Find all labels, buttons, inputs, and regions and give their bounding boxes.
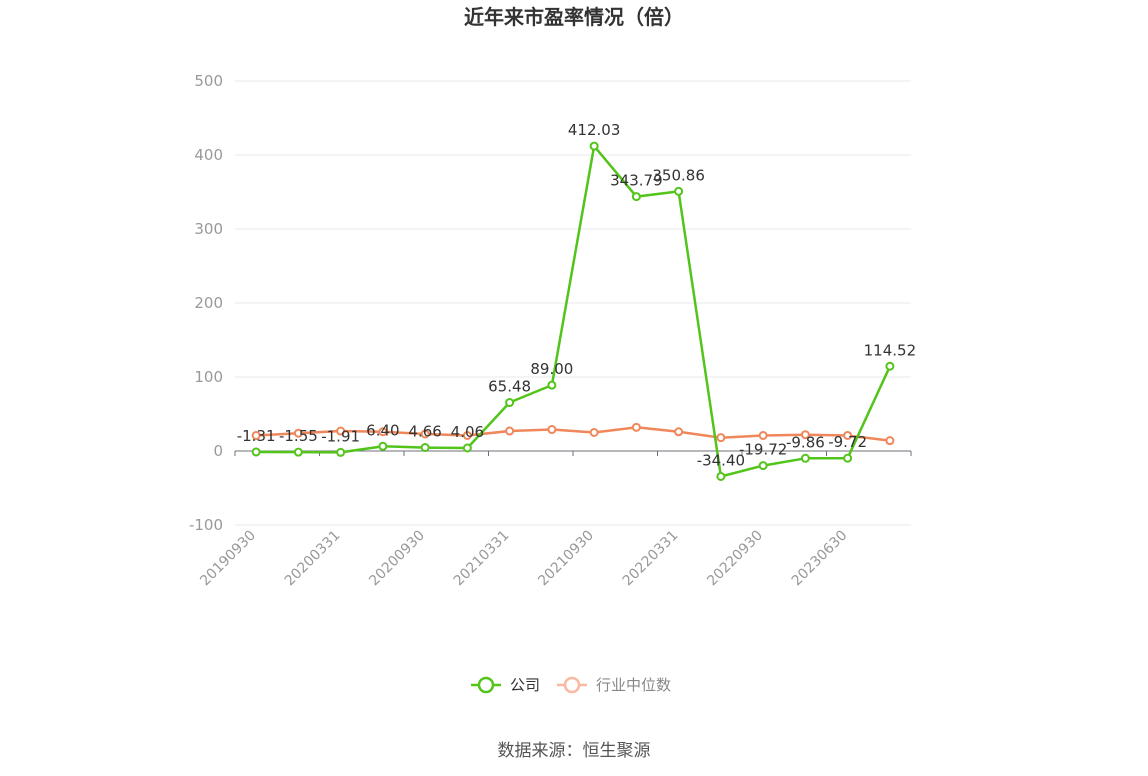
data-label: 4.66 [408,423,441,441]
data-point [843,430,853,440]
x-axis: 20190930 20200331 20200930 20210331 20210930… [197,451,912,590]
data-point [631,422,641,432]
data-label: -19.72 [739,441,787,459]
legend-marker [477,676,495,694]
data-point [505,398,515,408]
data-label: -34.40 [697,451,745,469]
x-tick-label: 20220930 [704,528,766,590]
data-point [631,192,641,202]
data-point [589,428,599,437]
data-point [251,430,261,440]
data-point [885,436,895,446]
data-point [378,427,388,437]
y-axis-ticks: 500 400 300 200 100 0 -100 [189,72,223,534]
legend-item[interactable]: 公司 [471,676,540,694]
data-point [674,186,684,196]
data-label: 343.79 [610,172,663,190]
data-point [800,430,810,440]
data-point [251,447,261,457]
series-line [256,426,891,442]
x-tick-label: 20200930 [366,528,428,590]
data-point [800,453,810,463]
data-point [716,471,726,481]
x-tick-label: 20230630 [789,528,851,590]
chart-title: 近年来市盈率情况（倍） [464,5,684,29]
legend-label: 公司 [510,676,540,694]
series-line [256,144,892,478]
data-point [843,453,853,463]
data-label: -1.91 [321,427,360,445]
legend[interactable]: 公司 行业中位数 [471,676,671,694]
data-label: 65.48 [488,378,531,396]
data-label: 350.86 [652,166,705,184]
legend-item[interactable]: 行业中位数 [557,676,671,694]
data-label: -9.72 [828,433,867,451]
data-label: -9.86 [786,433,825,451]
x-tick-label: 20210930 [535,528,597,590]
data-point [674,427,684,437]
data-point [589,141,599,151]
data-point [293,428,303,438]
x-tick-label: 20190930 [197,528,259,590]
data-point [547,425,557,435]
data-point [885,361,895,371]
data-point [336,447,346,457]
data-source: 数据来源：恒生聚源 [498,741,651,761]
data-label: 412.03 [568,121,621,139]
series-layer [251,141,895,481]
data-label: -1.31 [237,427,276,445]
legend-label: 行业中位数 [596,676,671,694]
data-label: 6.40 [366,421,399,439]
data-point [420,429,430,439]
x-tick-label: 20210331 [451,528,513,590]
y-tick-label: 0 [213,442,223,460]
data-label: 4.06 [451,423,484,441]
data-point [716,433,726,443]
data-label: -1.55 [279,427,318,445]
data-point [336,426,346,436]
data-point [547,380,557,390]
data-point [420,443,430,453]
y-tick-label: 300 [194,220,223,238]
y-tick-label: 200 [194,294,223,312]
data-label: 114.52 [864,341,917,359]
y-tick-label: 400 [194,146,223,164]
data-point [758,430,768,440]
data-point [462,430,472,440]
y-tick-label: 500 [194,72,223,90]
data-point [462,443,472,453]
x-tick-label: 20220331 [620,528,682,590]
data-label: 89.00 [530,360,573,378]
y-tick-label: -100 [189,516,223,534]
data-point [378,441,388,451]
legend-marker [563,676,581,694]
data-point [505,426,515,436]
data-point [293,447,303,457]
x-tick-label: 20200331 [282,528,344,590]
data-point [758,461,768,471]
y-tick-label: 100 [194,368,223,386]
